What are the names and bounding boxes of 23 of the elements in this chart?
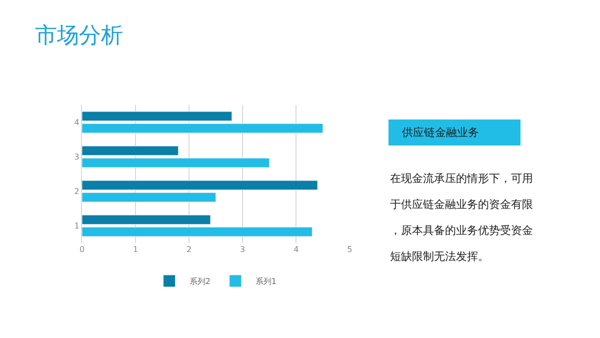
x-tick-label: 4 bbox=[294, 245, 299, 254]
text: 在现金流承压的情形下，可用于供应链金融业务的资金有限，原本具备的业务优势受资金短缺限制无法发挥。 bbox=[390, 172, 533, 263]
x-tick-label: 0 bbox=[79, 245, 85, 254]
bar bbox=[82, 214, 211, 225]
x-tick-label: 2 bbox=[186, 245, 192, 254]
bar bbox=[82, 226, 312, 237]
legend-label: 系列1 bbox=[255, 277, 277, 286]
y-tick-label: 4 bbox=[74, 118, 80, 128]
y-tick-label: 1 bbox=[74, 222, 80, 231]
bar bbox=[82, 146, 179, 156]
y-tick-label: 3 bbox=[74, 152, 80, 162]
bar bbox=[82, 123, 324, 134]
x-tick-label: 1 bbox=[132, 245, 138, 254]
x-tick-label: 3 bbox=[240, 245, 246, 254]
bar bbox=[82, 111, 232, 122]
y-tick-label: 2 bbox=[74, 187, 80, 196]
chart-title: 市场分析 bbox=[34, 24, 123, 49]
legend-label: 系列2 bbox=[189, 277, 210, 286]
bar bbox=[82, 180, 318, 190]
x-tick-label: 5 bbox=[347, 245, 352, 254]
text: 供应链金融业务 bbox=[395, 126, 514, 139]
bar bbox=[82, 158, 270, 168]
bar bbox=[82, 192, 216, 202]
